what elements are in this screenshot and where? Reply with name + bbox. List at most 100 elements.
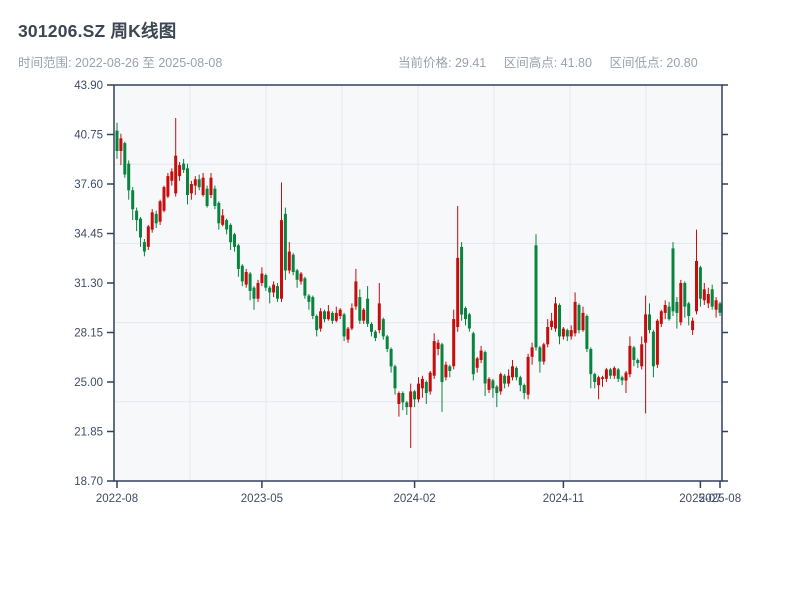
candle-body xyxy=(385,336,389,349)
candle-body xyxy=(593,374,597,382)
candle-body xyxy=(507,375,511,384)
candle-body xyxy=(334,312,338,321)
candle-body xyxy=(236,245,240,269)
candle-body xyxy=(440,344,444,382)
candle-body xyxy=(663,305,667,313)
candle-body xyxy=(182,163,186,170)
candle-body xyxy=(295,270,299,280)
candle-body xyxy=(644,314,648,343)
candle-body xyxy=(691,320,695,331)
candle-body xyxy=(659,311,663,324)
candle-body xyxy=(283,213,287,271)
candle-body xyxy=(569,330,573,337)
candle-body xyxy=(624,372,628,381)
candle-body xyxy=(405,402,409,408)
candle-body xyxy=(471,333,475,375)
candle-body xyxy=(154,213,158,224)
candle-body xyxy=(221,215,225,225)
page-title: 301206.SZ 周K线图 xyxy=(18,21,177,41)
candle-body xyxy=(597,377,601,386)
candle-body xyxy=(307,295,311,302)
candle-body xyxy=(150,212,154,230)
candle-body xyxy=(432,341,436,376)
candle-body xyxy=(272,284,276,293)
candle-body xyxy=(714,300,718,310)
time-range-label: 时间范围: 2022-08-26 至 2025-08-08 xyxy=(18,56,223,70)
svg-text:28.15: 28.15 xyxy=(74,328,103,340)
candle-body xyxy=(655,320,659,365)
candle-body xyxy=(651,331,655,367)
candle-body xyxy=(503,375,507,384)
candle-body xyxy=(460,246,464,315)
candle-body xyxy=(413,391,417,400)
candle-body xyxy=(558,305,561,337)
candle-body xyxy=(119,138,123,151)
candle-body xyxy=(170,171,174,181)
candle-body xyxy=(628,345,632,375)
candle-body xyxy=(718,303,722,313)
candle-body xyxy=(499,374,503,392)
candle-body xyxy=(561,328,565,337)
candle-body xyxy=(135,210,139,221)
candle-body xyxy=(550,320,554,327)
candle-body xyxy=(420,378,424,389)
candle-body xyxy=(205,188,209,206)
candle-body xyxy=(201,177,205,195)
candle-body xyxy=(225,220,229,230)
candle-body xyxy=(178,165,182,177)
candle-body xyxy=(671,248,675,312)
gridlines xyxy=(114,85,722,481)
candle-body xyxy=(248,273,252,291)
x-axis-labels: 2022-08 2023-05 2024-02 2024-11 2025-072025-… xyxy=(96,481,741,505)
svg-text:2025-08: 2025-08 xyxy=(699,493,741,505)
candle-body xyxy=(209,177,213,195)
candle-body xyxy=(511,366,514,378)
candle-body xyxy=(491,380,495,389)
svg-text:40.75: 40.75 xyxy=(74,130,103,142)
svg-text:25.00: 25.00 xyxy=(74,377,103,389)
svg-text:2024-11: 2024-11 xyxy=(543,493,584,505)
candle-body xyxy=(581,312,585,331)
price-summary: 当前价格: 29.41 区间高点: 41.80 区间低点: 20.80 xyxy=(398,52,712,71)
candle-body xyxy=(174,155,178,194)
candle-body xyxy=(358,297,362,321)
candle-body xyxy=(538,347,542,362)
svg-text:21.85: 21.85 xyxy=(74,427,103,439)
candle-body xyxy=(189,184,193,194)
candle-body xyxy=(366,298,370,324)
y-axis-labels: 43.90 40.75 37.60 34.45 31.30 28.15 25.00 21.85… xyxy=(74,80,728,488)
candle-body xyxy=(632,347,636,360)
candle-body xyxy=(240,265,244,282)
candle-body xyxy=(679,283,683,323)
candle-body xyxy=(409,391,413,408)
candle-body xyxy=(139,218,142,238)
range-low-label: 区间低点: 20.80 xyxy=(609,56,698,70)
candle-body xyxy=(142,242,146,252)
candle-body xyxy=(475,358,479,368)
candle-body xyxy=(620,377,624,381)
candle-body xyxy=(229,224,233,243)
svg-text:31.30: 31.30 xyxy=(74,278,103,290)
candle-body xyxy=(565,330,569,337)
candle-body xyxy=(346,328,350,340)
candle-body xyxy=(616,369,620,379)
candle-body xyxy=(377,303,381,331)
svg-text:34.45: 34.45 xyxy=(74,229,103,241)
candle-body xyxy=(287,251,291,271)
candle-body xyxy=(585,316,589,349)
candle-body xyxy=(554,303,557,329)
candle-body xyxy=(698,267,702,299)
candle-body xyxy=(526,356,530,395)
candle-body xyxy=(608,369,612,376)
candle-body xyxy=(702,289,706,301)
candle-body xyxy=(448,366,452,371)
candle-body xyxy=(667,306,671,320)
candles xyxy=(115,118,722,448)
svg-text:18.70: 18.70 xyxy=(74,476,103,488)
candle-body xyxy=(166,176,170,197)
svg-text:2025-07: 2025-07 xyxy=(679,493,721,505)
candle-body xyxy=(299,273,303,282)
candle-body xyxy=(589,349,593,375)
